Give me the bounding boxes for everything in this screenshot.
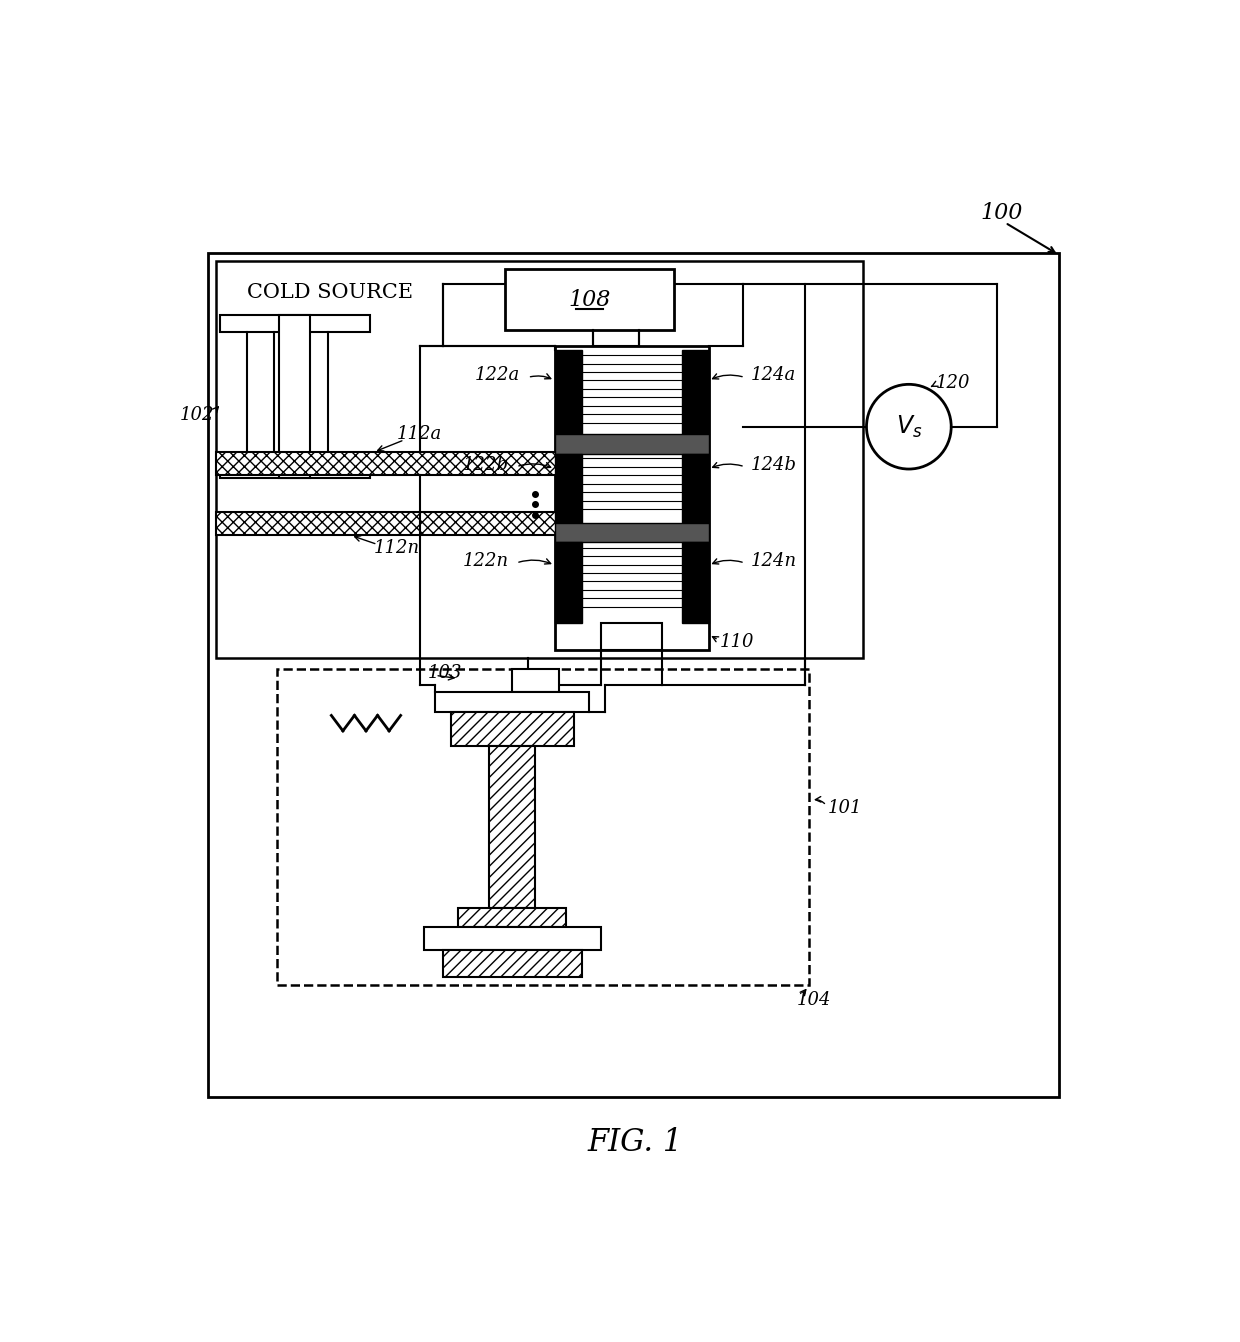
Bar: [682, 542, 708, 623]
Text: 120: 120: [936, 374, 970, 392]
Bar: [219, 462, 370, 478]
Text: 104: 104: [797, 992, 832, 1009]
Bar: [554, 350, 582, 435]
Text: COLD SOURCE: COLD SOURCE: [247, 283, 413, 302]
Bar: [216, 452, 570, 475]
Bar: [208, 254, 1059, 1096]
Bar: [512, 670, 558, 692]
Bar: [682, 350, 708, 435]
Text: 122a: 122a: [475, 366, 520, 384]
Text: $V_s$: $V_s$: [895, 413, 923, 440]
Text: 112n: 112n: [373, 538, 420, 557]
Bar: [601, 623, 662, 650]
Bar: [554, 542, 582, 623]
Bar: [593, 330, 640, 346]
Bar: [216, 513, 570, 535]
Bar: [682, 454, 708, 523]
Text: 101: 101: [828, 798, 863, 817]
Bar: [424, 927, 601, 950]
Text: FIG. 1: FIG. 1: [588, 1127, 683, 1158]
Bar: [278, 670, 808, 985]
Bar: [554, 346, 708, 650]
Bar: [490, 746, 536, 909]
Text: 102: 102: [180, 407, 215, 424]
Bar: [219, 315, 370, 331]
Text: 124n: 124n: [751, 553, 797, 570]
Bar: [505, 268, 675, 330]
Bar: [554, 435, 708, 454]
Bar: [554, 523, 708, 542]
Text: 100: 100: [980, 203, 1023, 224]
Bar: [459, 909, 567, 927]
Bar: [216, 262, 863, 658]
Text: 122b: 122b: [463, 456, 508, 474]
Bar: [554, 454, 582, 523]
Text: 124b: 124b: [751, 456, 797, 474]
Bar: [443, 950, 582, 977]
Text: 122n: 122n: [463, 553, 508, 570]
Text: 108: 108: [568, 289, 610, 310]
Bar: [450, 711, 574, 746]
Text: 103: 103: [428, 664, 463, 682]
Bar: [279, 315, 310, 478]
Text: 110: 110: [720, 633, 755, 651]
Bar: [435, 692, 589, 711]
Text: 124a: 124a: [751, 366, 796, 384]
Text: 112a: 112a: [397, 425, 441, 443]
